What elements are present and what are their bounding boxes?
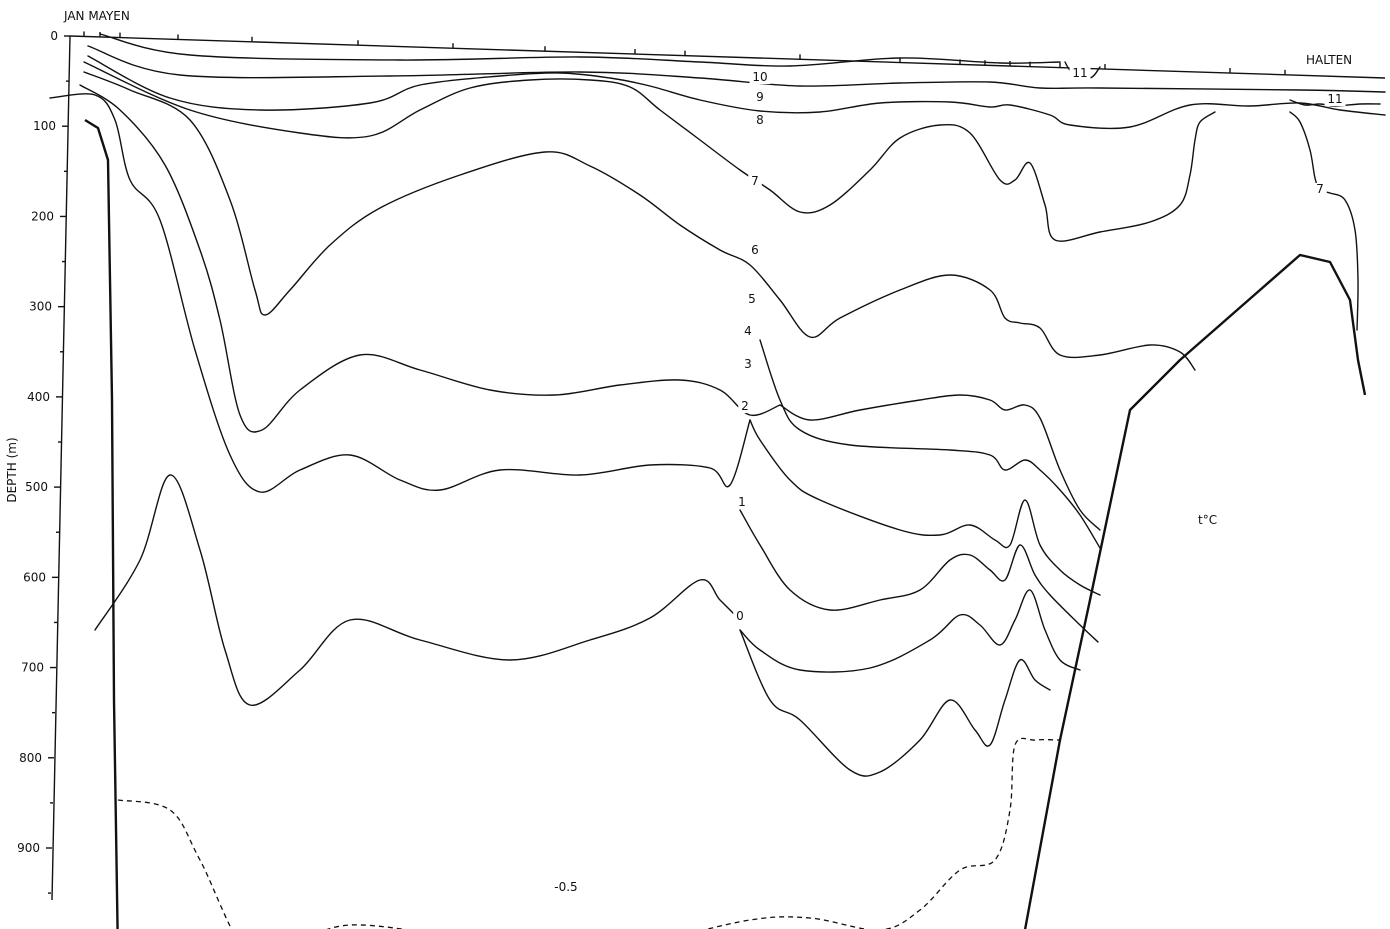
- isotherm-label-bg: [741, 325, 755, 338]
- isotherm-label-bg: [738, 400, 752, 413]
- isotherm-2: [49, 93, 751, 493]
- y-tick-label: 600: [23, 570, 46, 584]
- isotherm-label-bg: [745, 293, 759, 306]
- isotherm-label-bg: [748, 175, 762, 188]
- isotherm-label: 7: [751, 174, 759, 188]
- right-station-label: HALTEN: [1306, 53, 1352, 67]
- y-tick-label: 200: [31, 209, 54, 223]
- bottom-profile-right: [1023, 253, 1367, 929]
- isotherm-1: [739, 509, 1099, 643]
- isotherm-label-bg: [749, 71, 771, 84]
- depth-axis-line: [51, 35, 71, 901]
- y-tick-label: 900: [17, 841, 40, 855]
- isotherm-3: [759, 339, 1101, 549]
- isotherm-label-bg: [748, 244, 762, 257]
- y-tick-label: 400: [27, 390, 50, 404]
- isotherm-4: [779, 394, 1101, 531]
- isotherm-label-bg: [753, 91, 767, 104]
- isotherm-5: [79, 84, 781, 433]
- y-tick-label: 300: [29, 300, 52, 314]
- y-tick-label: 700: [21, 661, 44, 675]
- isotherm-0: [739, 589, 1081, 673]
- isotherm-9: [87, 45, 1386, 93]
- isotherm-0: [94, 474, 741, 706]
- isotherm-2: [749, 419, 1101, 596]
- isotherm-0: [739, 629, 1051, 777]
- isotherm-7: [83, 61, 1216, 242]
- isotherm-label: 8: [756, 113, 764, 127]
- isotherm-label: 11: [1072, 66, 1087, 80]
- isotherm-label: 3: [744, 357, 752, 371]
- isotherm-label-bg: [548, 881, 584, 894]
- isotherm-label: 9: [756, 90, 764, 104]
- isotherm-label-bg: [735, 496, 749, 509]
- isotherm-label-bg: [1324, 93, 1346, 106]
- isotherm-label: 0: [736, 609, 744, 623]
- unit-label: t°C: [1198, 513, 1217, 527]
- isotherm-label-bg: [1069, 67, 1091, 80]
- y-tick-label: 800: [19, 751, 42, 765]
- left-station-label: JAN MAYEN: [63, 9, 130, 23]
- chart-frame: [51, 31, 1386, 901]
- y-axis-label: DEPTH (m): [5, 437, 19, 502]
- isotherm-8: [87, 55, 1386, 130]
- isotherm-label: 4: [744, 324, 752, 338]
- isotherm-label-bg: [733, 610, 747, 623]
- isotherm-lines: [49, 33, 1386, 929]
- isotherm-label: 1: [738, 495, 746, 509]
- isotherm-label-bg: [1313, 183, 1327, 196]
- isotherm-label-bg: [741, 358, 755, 371]
- y-tick-label: 500: [25, 480, 48, 494]
- isotherm-dashed: [117, 737, 1061, 929]
- isotherm-label: 5: [748, 292, 756, 306]
- isotherm-label: 6: [751, 243, 759, 257]
- y-tick-label: 100: [33, 119, 56, 133]
- depth-ticks: 0 100 200 300 400 500 600 700 800 900: [17, 29, 70, 894]
- isotherm-label: 7: [1316, 182, 1324, 196]
- isotherm-6: [83, 71, 1196, 371]
- isotherm-label-bg: [753, 114, 767, 127]
- sea-bottom: [84, 118, 1367, 929]
- isotherm-label: 11: [1327, 92, 1342, 106]
- y-tick-label: 0: [50, 29, 58, 43]
- isotherm-label: -0.5: [554, 880, 577, 894]
- bottom-profile-left: [84, 118, 119, 929]
- isotherm-10: [99, 33, 1061, 67]
- sea-surface-line: [69, 35, 1386, 79]
- isotherm-label: 10: [752, 70, 767, 84]
- isotherm-label: 2: [741, 399, 749, 413]
